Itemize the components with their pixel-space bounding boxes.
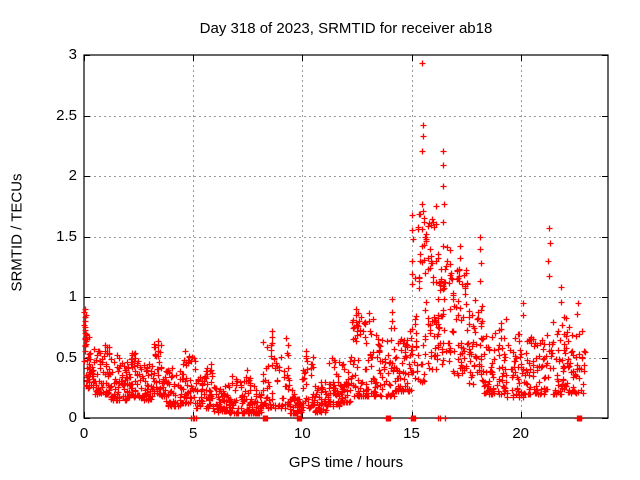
plot-border: [83, 54, 609, 419]
x-tick-label: 10: [293, 425, 311, 442]
y-tick-label: 1.5: [56, 227, 77, 245]
x-tick-label: 20: [512, 425, 529, 442]
y-tick-label: 2: [68, 167, 77, 184]
y-tick-label: 1: [68, 288, 77, 305]
y-tick-label: 3: [68, 46, 77, 63]
x-axis-title: GPS time / hours: [288, 454, 404, 471]
x-tick-label: 0: [79, 425, 89, 442]
gridlines: [84, 55, 608, 418]
y-tick-label: 2.5: [56, 106, 77, 124]
scatter-points: [81, 60, 589, 422]
chart-title: Day 318 of 2023, SRMTID for receiver ab1…: [199, 20, 493, 37]
x-tick-label: 15: [403, 425, 420, 442]
y-tick-label: 0.5: [56, 348, 77, 366]
y-tick-label: 0: [68, 409, 77, 426]
x-tick-label: 5: [188, 425, 198, 442]
